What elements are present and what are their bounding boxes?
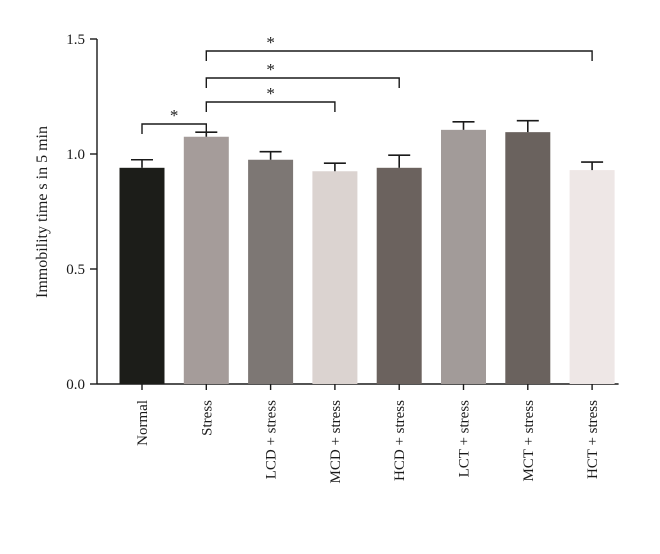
bar (376, 167, 422, 384)
bar (505, 132, 551, 384)
y-tick-label: 1.5 (66, 32, 85, 48)
x-axis-labels: Normal Stress LCD + stress MCD + stress HCD … (135, 384, 601, 483)
bars-group (119, 119, 615, 384)
significance-bracket (205, 77, 400, 88)
x-category-label: MCD + stress (328, 400, 344, 484)
x-category-label: LCT + stress (457, 400, 473, 478)
x-category-label: HCD + stress (392, 400, 408, 481)
bar (119, 167, 165, 384)
significance-star: * (266, 60, 275, 79)
x-category-label: Stress (199, 400, 215, 436)
x-category-label: HCT + stress (585, 400, 601, 479)
bar (569, 170, 615, 384)
bar (248, 159, 294, 384)
y-tick-label: 0.0 (66, 377, 85, 393)
significance-bracket (205, 101, 336, 112)
significance-star: * (170, 106, 179, 125)
bar (312, 171, 358, 384)
y-axis-label: Immobility time s in 5 min (34, 126, 51, 298)
significance-bracket (141, 123, 208, 134)
significance-bracket (205, 50, 593, 61)
significance-star: * (266, 84, 275, 103)
bar (183, 136, 229, 384)
significance-star: * (266, 33, 275, 52)
y-tick-label: 1.0 (66, 147, 85, 163)
x-category-label: LCD + stress (264, 400, 280, 479)
y-tick-label: 0.5 (66, 262, 85, 278)
x-category-label: Normal (135, 400, 151, 446)
x-category-label: MCT + stress (521, 400, 537, 482)
significance-brackets: * * * * (141, 33, 593, 134)
bar (441, 129, 486, 384)
